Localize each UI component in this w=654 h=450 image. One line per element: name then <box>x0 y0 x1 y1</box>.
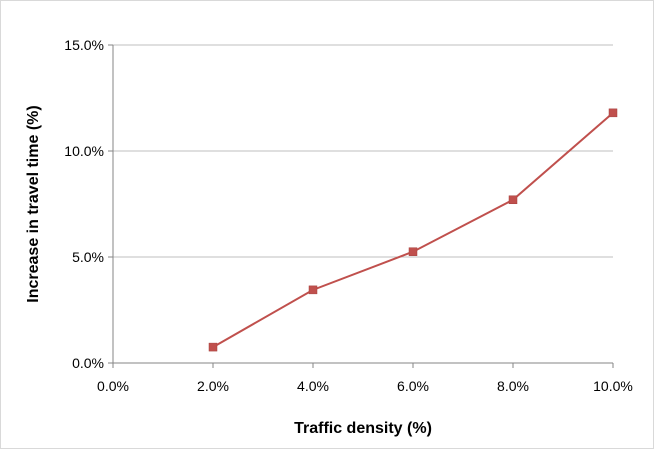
x-tick-label-0: 0.0% <box>97 378 129 394</box>
series <box>208 108 618 352</box>
x-tick-label-2: 4.0% <box>297 378 329 394</box>
data-point-0-2 <box>408 247 418 256</box>
y-tick-label-2: 10.0% <box>64 143 104 159</box>
data-point-0-1 <box>308 285 318 295</box>
x-tick-label-1: 2.0% <box>197 378 229 394</box>
x-tick-label-5: 10.0% <box>593 378 633 394</box>
axes <box>108 44 614 368</box>
y-tick-label-1: 5.0% <box>72 249 104 265</box>
data-point-0-0 <box>208 342 218 352</box>
x-tick-labels: 0.0% 2.0% 4.0% 6.0% 8.0% 10.0% <box>97 378 633 394</box>
data-point-0-4 <box>608 108 618 118</box>
x-axis-title: Traffic density (%) <box>294 420 432 437</box>
y-tick-label-0: 0.0% <box>72 355 104 371</box>
data-point-0-3 <box>508 195 518 205</box>
gridlines <box>113 44 613 258</box>
x-tick-label-3: 6.0% <box>397 378 429 394</box>
series-line-0 <box>212 112 614 348</box>
y-tick-labels: 0.0% 5.0% 10.0% 15.0% <box>64 37 104 371</box>
y-axis-title: Increase in travel time (%) <box>25 105 42 302</box>
x-tick-label-4: 8.0% <box>497 378 529 394</box>
y-tick-label-3: 15.0% <box>64 37 104 53</box>
